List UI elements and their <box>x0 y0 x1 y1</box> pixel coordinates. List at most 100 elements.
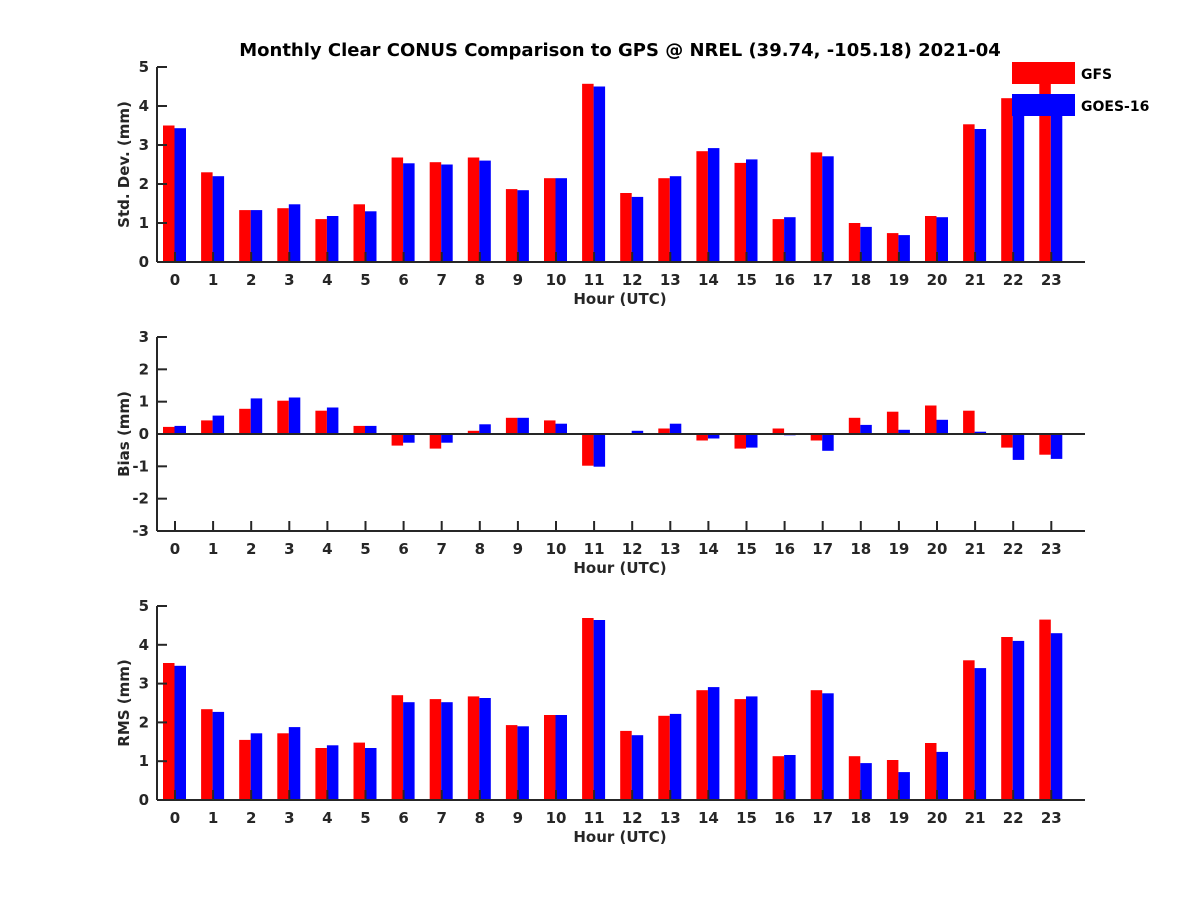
bar-gfs-hour-13 <box>658 428 670 434</box>
bar-goes-16-hour-18 <box>860 763 872 800</box>
bar-goes-16-hour-3 <box>288 204 301 262</box>
x-tick-label: 6 <box>398 271 408 289</box>
bar-goes-16-hour-22 <box>1012 640 1025 800</box>
bar-gfs-hour-10 <box>544 715 556 800</box>
legend-swatch-goes16 <box>1012 94 1075 116</box>
x-tick-label: 6 <box>398 540 408 558</box>
bar-gfs-hour-20 <box>925 216 937 262</box>
x-tick-label: 12 <box>622 809 643 827</box>
bar-gfs-hour-23 <box>1039 80 1051 262</box>
bar-goes-16-hour-7 <box>441 434 453 443</box>
x-tick-label: 16 <box>774 809 795 827</box>
y-tick-label: 2 <box>139 175 149 193</box>
x-tick-label: 21 <box>965 809 986 827</box>
bar-gfs-hour-10 <box>544 178 556 262</box>
bar-goes-16-hour-8 <box>479 424 491 434</box>
bar-gfs-hour-5 <box>353 204 365 262</box>
bar-goes-16-hour-10 <box>555 423 567 434</box>
x-axis-label: Hour (UTC) <box>573 828 666 846</box>
bar-gfs-hour-23 <box>1039 434 1051 455</box>
x-tick-label: 0 <box>170 540 180 558</box>
x-tick-label: 1 <box>208 809 218 827</box>
x-tick-label: 13 <box>660 809 681 827</box>
bar-goes-16-hour-7 <box>441 702 453 800</box>
x-tick-label: 10 <box>546 271 567 289</box>
bar-goes-16-hour-8 <box>479 698 491 800</box>
bar-goes-16-hour-17 <box>822 156 834 262</box>
bar-goes-16-hour-17 <box>822 693 834 800</box>
bar-goes-16-hour-18 <box>860 226 872 262</box>
bar-gfs-hour-22 <box>1001 637 1013 800</box>
x-tick-label: 13 <box>660 540 681 558</box>
x-tick-label: 4 <box>322 540 332 558</box>
bar-goes-16-hour-23 <box>1050 633 1063 800</box>
x-tick-label: 1 <box>208 540 218 558</box>
x-tick-label: 23 <box>1041 271 1062 289</box>
bar-gfs-hour-13 <box>658 178 670 262</box>
bar-gfs-hour-3 <box>277 208 289 262</box>
bar-goes-16-hour-12 <box>631 735 644 800</box>
bar-goes-16-hour-10 <box>555 178 567 262</box>
x-tick-label: 7 <box>436 271 446 289</box>
bar-gfs-hour-10 <box>544 420 556 434</box>
x-tick-label: 17 <box>812 809 833 827</box>
x-tick-label: 5 <box>360 271 370 289</box>
bar-gfs-hour-3 <box>277 733 289 800</box>
bar-gfs-hour-1 <box>201 172 213 262</box>
bar-gfs-hour-18 <box>848 223 861 262</box>
bar-goes-16-hour-5 <box>365 425 377 434</box>
bar-gfs-hour-15 <box>734 162 746 262</box>
bar-gfs-hour-2 <box>239 210 251 262</box>
bar-gfs-hour-12 <box>620 730 632 800</box>
bar-gfs-hour-6 <box>391 157 404 262</box>
x-tick-label: 3 <box>284 271 294 289</box>
y-tick-label: 1 <box>139 214 149 232</box>
bar-gfs-hour-4 <box>315 748 327 800</box>
x-tick-label: 5 <box>360 809 370 827</box>
bar-gfs-hour-19 <box>886 233 899 262</box>
bar-goes-16-hour-3 <box>288 727 301 800</box>
bar-gfs-hour-0 <box>163 426 175 434</box>
bar-gfs-hour-21 <box>963 124 975 262</box>
bar-goes-16-hour-14 <box>707 687 720 800</box>
x-tick-label: 2 <box>246 271 256 289</box>
bar-gfs-hour-3 <box>277 400 289 434</box>
bar-goes-16-hour-0 <box>174 665 186 800</box>
bar-gfs-hour-15 <box>734 699 746 800</box>
bar-goes-16-hour-14 <box>707 148 720 262</box>
bar-gfs-hour-1 <box>201 420 213 434</box>
bar-goes-16-hour-2 <box>250 210 263 262</box>
x-tick-label: 10 <box>546 809 567 827</box>
x-tick-label: 8 <box>475 809 485 827</box>
y-tick-label: 5 <box>139 58 149 76</box>
x-tick-label: 7 <box>436 809 446 827</box>
x-tick-label: 22 <box>1003 540 1024 558</box>
bar-goes-16-hour-10 <box>555 715 567 800</box>
bar-gfs-hour-20 <box>925 743 937 800</box>
bar-gfs-hour-14 <box>696 151 708 262</box>
x-tick-label: 15 <box>736 271 757 289</box>
bar-goes-16-hour-0 <box>174 425 186 434</box>
bar-goes-16-hour-1 <box>212 176 225 262</box>
bar-goes-16-hour-23 <box>1050 434 1063 459</box>
x-tick-label: 17 <box>812 271 833 289</box>
x-tick-label: 11 <box>584 540 605 558</box>
x-tick-label: 17 <box>812 540 833 558</box>
x-tick-label: 7 <box>436 540 446 558</box>
x-tick-label: 2 <box>246 809 256 827</box>
x-tick-label: 19 <box>888 809 909 827</box>
y-tick-label: 0 <box>139 791 149 809</box>
bar-gfs-hour-17 <box>810 690 823 800</box>
bar-goes-16-hour-5 <box>365 748 377 800</box>
bar-goes-16-hour-9 <box>517 417 529 434</box>
bar-goes-16-hour-22 <box>1012 434 1025 460</box>
y-tick-label: 1 <box>139 752 149 770</box>
x-tick-label: 19 <box>888 540 909 558</box>
bar-goes-16-hour-18 <box>860 424 872 434</box>
bar-gfs-hour-21 <box>963 660 975 800</box>
x-tick-label: 18 <box>850 540 871 558</box>
x-tick-label: 16 <box>774 271 795 289</box>
bar-goes-16-hour-9 <box>517 190 529 262</box>
bar-gfs-hour-1 <box>201 709 213 800</box>
bar-goes-16-hour-11 <box>593 86 606 262</box>
